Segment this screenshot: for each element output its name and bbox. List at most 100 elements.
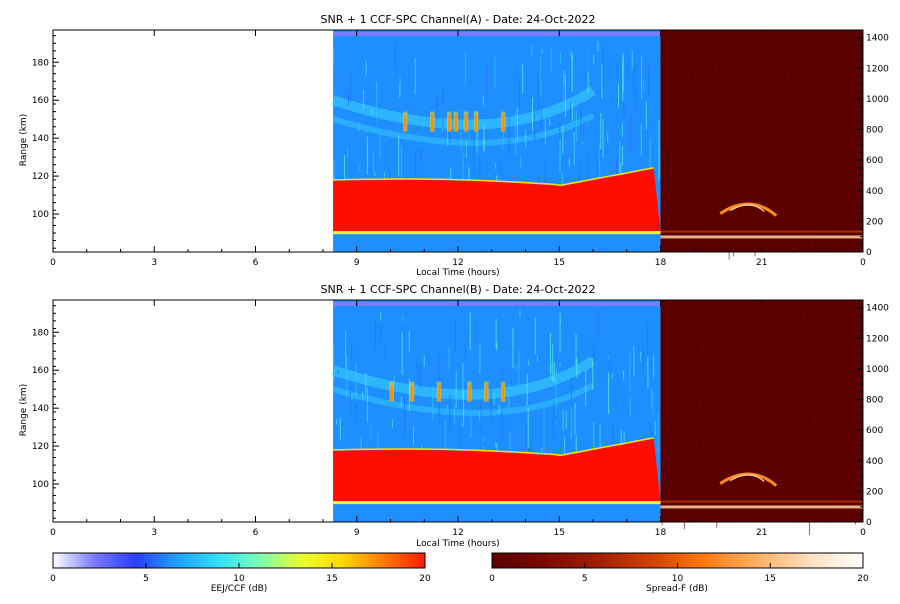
echo-streak xyxy=(355,398,357,422)
colorbar-label: Spread-F (dB) xyxy=(646,584,708,594)
echo-streak xyxy=(508,116,510,156)
echo-hotspot-halo xyxy=(389,381,394,402)
echo-streak xyxy=(377,433,379,454)
echo-streak xyxy=(375,82,377,122)
echo-streak xyxy=(593,55,595,64)
echo-streak xyxy=(620,429,622,454)
echo-streak xyxy=(350,386,352,414)
spread-f-noise xyxy=(702,440,704,452)
spread-f-noise xyxy=(667,425,669,435)
x-tick-label: 18 xyxy=(655,528,667,538)
y-tick-label: 100 xyxy=(32,210,49,220)
spread-f-noise xyxy=(663,150,665,162)
echo-streak xyxy=(622,57,624,101)
echo-streak xyxy=(597,309,599,338)
y-axis-label: Range (km) xyxy=(19,114,29,166)
echo-streak xyxy=(520,156,522,170)
echo-streak xyxy=(652,391,654,415)
spread-f-noise xyxy=(789,126,791,131)
spread-f-noise xyxy=(677,487,678,493)
echo-streak xyxy=(648,65,650,97)
echo-streak xyxy=(544,160,546,185)
echo-streak xyxy=(438,397,440,425)
echo-streak xyxy=(640,351,642,362)
echo-streak xyxy=(351,342,353,362)
echo-streak xyxy=(469,312,471,350)
echo-streak xyxy=(585,369,587,407)
echo-streak xyxy=(436,94,438,122)
echo-streak xyxy=(468,166,470,181)
echo-streak xyxy=(528,360,530,366)
echo-streak xyxy=(565,74,566,118)
top-strip xyxy=(333,301,661,306)
echo-streak xyxy=(526,373,528,406)
echo-streak xyxy=(473,137,475,180)
colorbar-tick-label: 15 xyxy=(326,574,337,584)
echo-streak xyxy=(593,337,595,369)
echo-hotspot-halo xyxy=(409,381,415,402)
eej-red-band xyxy=(333,438,661,502)
spread-f-noise xyxy=(695,70,697,83)
panel-channel-a: SNR + 1 CCF-SPC Channel(A) - Date: 24-Oc… xyxy=(19,13,889,278)
spread-f-noise xyxy=(726,471,728,484)
echo-streak xyxy=(493,394,495,405)
echo-streak xyxy=(555,367,557,410)
echo-streak xyxy=(576,358,578,378)
echo-streak xyxy=(620,163,622,180)
echo-streak xyxy=(575,110,577,142)
echo-streak xyxy=(454,320,456,350)
echo-streak xyxy=(549,333,551,374)
colorbar-spread-f: Spread-F (dB) 0 5 10 15 20 xyxy=(489,552,869,594)
spread-f-noise xyxy=(663,314,665,321)
echo-streak xyxy=(447,404,449,411)
spread-f-noise xyxy=(666,193,668,202)
x-tick-label: 18 xyxy=(655,258,667,268)
echo-streak xyxy=(544,118,546,145)
echo-streak xyxy=(568,157,570,167)
echo-streak xyxy=(347,146,349,159)
echo-streak xyxy=(365,60,367,76)
spread-f-echo-core xyxy=(729,474,765,483)
echo-streak xyxy=(522,64,524,94)
echo-streak xyxy=(348,92,349,106)
x-tick-label: 0 xyxy=(50,528,56,538)
echo-streak xyxy=(346,354,348,398)
spread-f-noise xyxy=(799,450,800,461)
echo-hotspot-halo xyxy=(403,111,408,132)
right-y-tick-label: 0 xyxy=(866,248,872,258)
colorbar-tick-label: 5 xyxy=(582,574,588,584)
spread-f-noise xyxy=(850,83,852,96)
echo-streak xyxy=(619,141,621,173)
spread-f-noise xyxy=(821,361,823,368)
colorbar-tick-label: 20 xyxy=(857,574,869,584)
echo-streak xyxy=(532,97,534,132)
spread-f-noise xyxy=(829,187,831,198)
echo-streak xyxy=(380,312,382,321)
echo-streak xyxy=(333,375,335,382)
x-tick-label: 12 xyxy=(452,528,463,538)
right-y-tick-label: 400 xyxy=(866,187,883,197)
spread-f-noise xyxy=(730,184,732,192)
echo-streak xyxy=(609,361,610,371)
right-y-tick-label: 1000 xyxy=(866,365,889,375)
x-tick-label: 3 xyxy=(151,528,157,538)
spread-f-noise xyxy=(804,311,806,323)
echo-streak xyxy=(574,402,576,435)
spread-f-noise xyxy=(661,514,663,526)
echo-streak xyxy=(582,140,584,146)
echo-streak xyxy=(391,418,393,428)
echo-streak xyxy=(455,371,457,408)
echo-streak xyxy=(526,424,528,464)
echo-streak xyxy=(408,378,410,412)
echo-streak xyxy=(618,83,619,108)
echo-streak xyxy=(629,396,631,416)
echo-streak xyxy=(642,345,644,372)
echo-streak xyxy=(647,321,649,357)
echo-streak xyxy=(394,42,396,69)
echo-streak xyxy=(653,355,655,378)
spread-f-noise xyxy=(703,345,705,351)
echo-streak xyxy=(393,374,395,383)
spread-f-noise xyxy=(669,186,671,200)
y-tick-label: 160 xyxy=(32,366,49,376)
